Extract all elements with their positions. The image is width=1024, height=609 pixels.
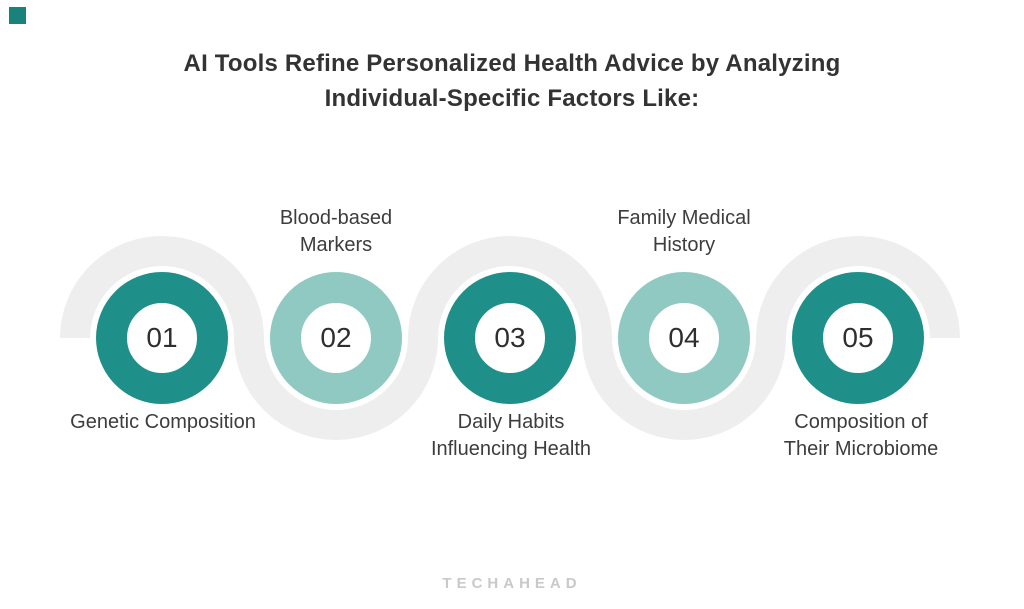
step-05-label: Composition of Their Microbiome	[783, 411, 939, 460]
step-04-circle: 04	[618, 272, 750, 404]
step-02-label: Blood-based Markers	[279, 207, 393, 256]
techahead-logo: TECHAHEAD	[442, 575, 582, 592]
step-01-label: Genetic Composition	[70, 411, 256, 433]
page-title: AI Tools Refine Personalized Health Advi…	[0, 46, 1024, 116]
step-03-number: 03	[494, 322, 526, 353]
step-05-number: 05	[842, 322, 874, 353]
step-01-number: 01	[146, 322, 178, 353]
connector-wave-path	[60, 236, 960, 440]
page-title-line2: Individual-Specific Factors Like:	[324, 85, 700, 112]
step-02-circle: 02	[270, 272, 402, 404]
step-05-circle: 05	[792, 272, 924, 404]
step-04-label: Family Medical History	[617, 207, 751, 256]
corner-accent-square	[9, 7, 26, 24]
step-04-number: 04	[668, 322, 700, 353]
page-title-line1: AI Tools Refine Personalized Health Advi…	[183, 50, 841, 77]
step-01-circle: 01	[96, 272, 228, 404]
step-02-number: 02	[320, 322, 352, 353]
step-03-label: Daily Habits Influencing Health	[430, 411, 592, 460]
step-03-circle: 03	[444, 272, 576, 404]
